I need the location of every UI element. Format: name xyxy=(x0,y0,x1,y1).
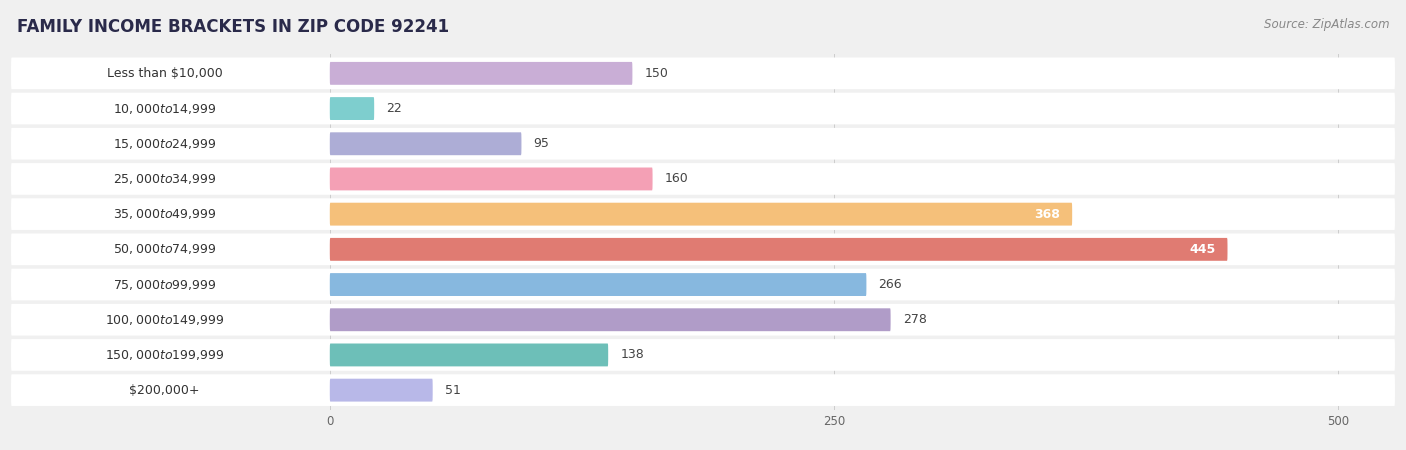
FancyBboxPatch shape xyxy=(11,128,1395,160)
Text: Less than $10,000: Less than $10,000 xyxy=(107,67,222,80)
FancyBboxPatch shape xyxy=(13,308,316,331)
FancyBboxPatch shape xyxy=(11,304,1395,336)
FancyBboxPatch shape xyxy=(11,58,1395,89)
FancyBboxPatch shape xyxy=(330,167,652,190)
FancyBboxPatch shape xyxy=(11,163,1395,195)
FancyBboxPatch shape xyxy=(330,308,890,331)
Text: 445: 445 xyxy=(1189,243,1215,256)
Text: $75,000 to $99,999: $75,000 to $99,999 xyxy=(112,278,217,292)
Text: 95: 95 xyxy=(533,137,550,150)
Text: 160: 160 xyxy=(665,172,689,185)
Text: FAMILY INCOME BRACKETS IN ZIP CODE 92241: FAMILY INCOME BRACKETS IN ZIP CODE 92241 xyxy=(17,18,449,36)
Text: $100,000 to $149,999: $100,000 to $149,999 xyxy=(104,313,224,327)
FancyBboxPatch shape xyxy=(11,374,1395,406)
Text: 138: 138 xyxy=(620,348,644,361)
FancyBboxPatch shape xyxy=(13,62,316,85)
FancyBboxPatch shape xyxy=(330,62,633,85)
FancyBboxPatch shape xyxy=(330,202,1073,225)
FancyBboxPatch shape xyxy=(13,202,316,225)
Text: $10,000 to $14,999: $10,000 to $14,999 xyxy=(112,102,217,116)
FancyBboxPatch shape xyxy=(11,234,1395,265)
Text: 22: 22 xyxy=(387,102,402,115)
Text: $25,000 to $34,999: $25,000 to $34,999 xyxy=(112,172,217,186)
Text: $35,000 to $49,999: $35,000 to $49,999 xyxy=(112,207,217,221)
FancyBboxPatch shape xyxy=(13,343,316,366)
FancyBboxPatch shape xyxy=(13,132,316,155)
Text: 51: 51 xyxy=(444,384,461,396)
FancyBboxPatch shape xyxy=(13,379,316,401)
Text: $200,000+: $200,000+ xyxy=(129,384,200,396)
FancyBboxPatch shape xyxy=(330,132,522,155)
FancyBboxPatch shape xyxy=(330,97,374,120)
FancyBboxPatch shape xyxy=(11,198,1395,230)
Text: 368: 368 xyxy=(1035,207,1060,220)
FancyBboxPatch shape xyxy=(13,273,316,296)
FancyBboxPatch shape xyxy=(13,238,316,261)
Text: $50,000 to $74,999: $50,000 to $74,999 xyxy=(112,243,217,256)
FancyBboxPatch shape xyxy=(11,339,1395,371)
FancyBboxPatch shape xyxy=(13,97,316,120)
Text: 150: 150 xyxy=(644,67,668,80)
FancyBboxPatch shape xyxy=(330,238,1227,261)
FancyBboxPatch shape xyxy=(330,343,609,366)
FancyBboxPatch shape xyxy=(11,269,1395,301)
Text: Source: ZipAtlas.com: Source: ZipAtlas.com xyxy=(1264,18,1389,31)
FancyBboxPatch shape xyxy=(11,93,1395,124)
FancyBboxPatch shape xyxy=(13,167,316,190)
Text: $15,000 to $24,999: $15,000 to $24,999 xyxy=(112,137,217,151)
Text: $150,000 to $199,999: $150,000 to $199,999 xyxy=(104,348,224,362)
Text: 278: 278 xyxy=(903,313,927,326)
Text: 266: 266 xyxy=(879,278,903,291)
FancyBboxPatch shape xyxy=(330,379,433,401)
FancyBboxPatch shape xyxy=(330,273,866,296)
